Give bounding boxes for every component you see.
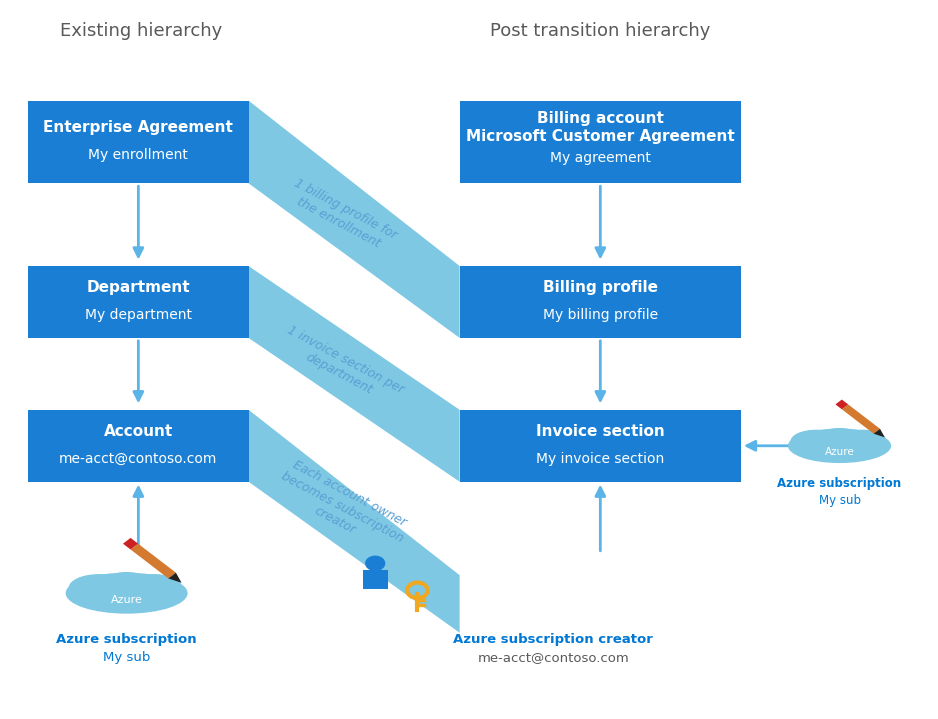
Text: 1 invoice section per
department: 1 invoice section per department (279, 324, 406, 410)
Bar (28, 266, 249, 338)
Bar (28, 410, 249, 482)
Text: Microsoft Customer Agreement: Microsoft Customer Agreement (466, 129, 734, 144)
Text: 1 billing profile for
the enrollment: 1 billing profile for the enrollment (285, 176, 400, 255)
Polygon shape (249, 101, 460, 338)
Text: My sub: My sub (819, 494, 860, 507)
Ellipse shape (102, 572, 151, 595)
Text: Enterprise Agreement: Enterprise Agreement (43, 120, 234, 135)
Text: Existing hierarchy: Existing hierarchy (60, 22, 221, 40)
Bar (836, 400, 848, 409)
Text: My department: My department (84, 308, 192, 322)
Ellipse shape (127, 574, 181, 599)
Text: Azure subscription: Azure subscription (778, 477, 901, 490)
Text: Azure: Azure (825, 446, 855, 457)
Text: Department: Department (86, 280, 190, 295)
Polygon shape (249, 266, 460, 482)
Text: Account: Account (104, 424, 173, 439)
Ellipse shape (68, 574, 129, 601)
Polygon shape (168, 572, 182, 583)
Text: My invoice section: My invoice section (537, 452, 664, 466)
Bar (130, 544, 176, 579)
Text: me-acct@contoso.com: me-acct@contoso.com (477, 651, 629, 664)
Ellipse shape (819, 428, 860, 447)
Circle shape (365, 556, 386, 571)
Text: My billing profile: My billing profile (543, 308, 658, 322)
Text: My sub: My sub (103, 651, 150, 664)
Polygon shape (249, 410, 460, 633)
Text: Azure subscription: Azure subscription (56, 633, 197, 646)
Bar (362, 569, 388, 590)
Text: Post transition hierarchy: Post transition hierarchy (491, 22, 710, 40)
Text: Azure subscription creator: Azure subscription creator (453, 633, 654, 646)
Bar (460, 101, 741, 183)
Text: Billing account: Billing account (537, 111, 664, 126)
Ellipse shape (788, 429, 891, 463)
Text: My agreement: My agreement (550, 151, 651, 165)
Bar (460, 266, 741, 338)
Bar (841, 404, 880, 434)
Polygon shape (873, 429, 885, 437)
Text: My enrollment: My enrollment (88, 148, 189, 162)
Bar (28, 101, 249, 183)
Bar (460, 410, 741, 482)
Ellipse shape (66, 572, 188, 614)
Text: Billing profile: Billing profile (543, 280, 658, 295)
Text: Each account owner
becomes subscription
creator: Each account owner becomes subscription … (272, 456, 413, 558)
Text: Invoice section: Invoice section (536, 424, 665, 439)
Ellipse shape (840, 430, 885, 450)
Bar (123, 538, 138, 549)
Text: Azure: Azure (111, 595, 143, 605)
Ellipse shape (791, 430, 842, 453)
Text: me-acct@contoso.com: me-acct@contoso.com (59, 452, 218, 466)
